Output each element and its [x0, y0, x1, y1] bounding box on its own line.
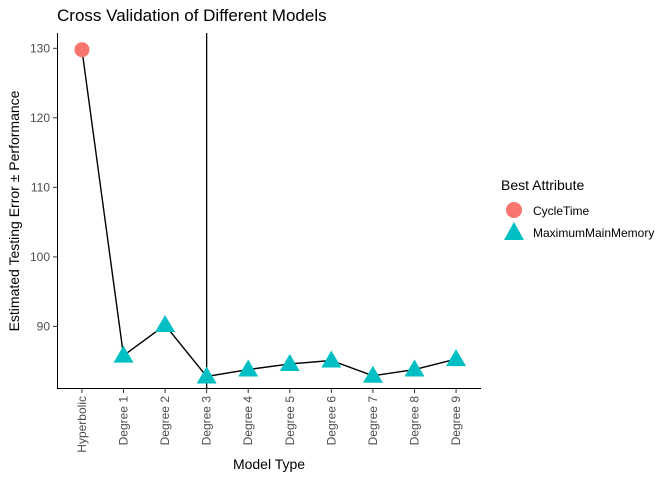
x-tick-label: Degree 8: [407, 396, 421, 446]
legend-title: Best Attribute: [501, 177, 584, 193]
legend-item-cycletime: CycleTime: [506, 202, 590, 218]
x-tick-label: Degree 4: [241, 396, 255, 446]
y-ticks: 90 100 110 120 130: [30, 41, 57, 333]
data-point-triangle: [196, 366, 217, 384]
y-tick-label: 130: [30, 41, 50, 55]
data-point-triangle: [113, 345, 134, 363]
y-axis-title: Estimated Testing Error ± Performance: [6, 90, 22, 331]
legend-key-triangle: [504, 222, 524, 240]
x-tick-label: Degree 3: [200, 396, 214, 446]
data-point-triangle: [404, 359, 425, 377]
legend-label-cycletime: CycleTime: [533, 204, 590, 218]
plot-area: 90 100 110 120 130 Hyperbolic Degree 1 Degree …: [30, 33, 481, 453]
x-axis-title: Model Type: [233, 456, 305, 472]
x-ticks: Hyperbolic Degree 1 Degree 2 Degree 3 Degree…: [75, 389, 463, 453]
data-point-triangle: [238, 359, 259, 377]
data-points: [74, 42, 467, 384]
x-tick-label: Degree 2: [158, 396, 172, 446]
data-point-triangle: [155, 315, 176, 333]
legend-item-maximummainmemory: MaximumMainMemory: [504, 222, 654, 240]
y-tick-label: 90: [37, 319, 51, 333]
x-tick-label: Degree 6: [324, 396, 338, 446]
y-tick-label: 100: [30, 250, 50, 264]
y-tick-label: 120: [30, 111, 50, 125]
data-point-triangle: [321, 350, 342, 368]
x-tick-label: Degree 7: [366, 396, 380, 446]
x-tick-label: Hyperbolic: [75, 396, 89, 453]
legend: Best Attribute CycleTime MaximumMainMemo…: [501, 177, 654, 240]
legend-label-maximummainmemory: MaximumMainMemory: [533, 226, 654, 240]
data-point-triangle: [279, 353, 300, 371]
data-point-triangle: [362, 365, 383, 383]
x-tick-label: Degree 9: [449, 396, 463, 446]
series-line: [81, 49, 457, 378]
data-point-triangle: [446, 349, 467, 367]
legend-key-circle: [506, 202, 522, 218]
chart-title: Cross Validation of Different Models: [57, 6, 327, 25]
x-tick-label: Degree 1: [117, 396, 131, 446]
x-tick-label: Degree 5: [283, 396, 297, 446]
y-tick-label: 110: [31, 180, 50, 194]
data-point-circle: [74, 42, 90, 58]
